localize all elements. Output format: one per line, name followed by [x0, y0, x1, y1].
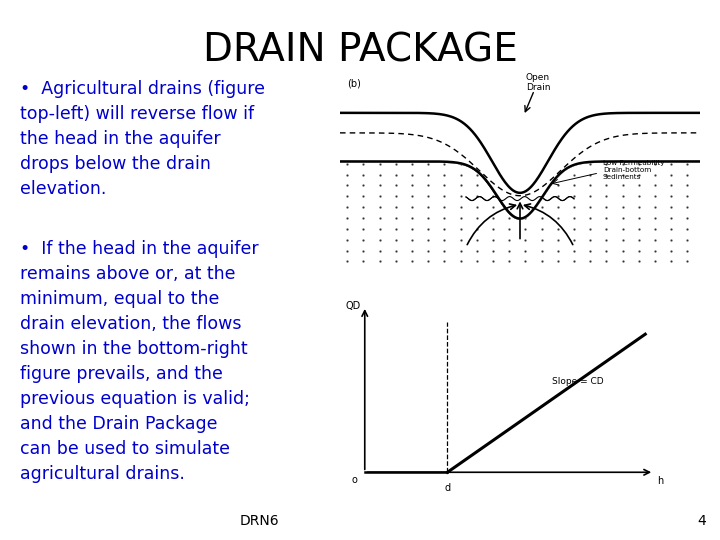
Text: o: o — [351, 475, 357, 485]
Text: d: d — [444, 483, 451, 494]
Text: •  If the head in the aquifer
remains above or, at the
minimum, equal to the
dra: • If the head in the aquifer remains abo… — [20, 240, 258, 483]
Text: QD: QD — [346, 301, 361, 311]
Text: Open
Drain: Open Drain — [526, 73, 550, 92]
Text: DRN6: DRN6 — [240, 514, 279, 528]
Text: •  Agricultural drains (figure
top-left) will reverse flow if
the head in the aq: • Agricultural drains (figure top-left) … — [20, 80, 265, 198]
Text: Slope = CD: Slope = CD — [552, 376, 603, 386]
Text: Low Permeability
Drain-bottom
Sediments: Low Permeability Drain-bottom Sediments — [603, 160, 665, 180]
Text: 4: 4 — [697, 514, 706, 528]
Text: (b): (b) — [347, 79, 361, 89]
Text: h: h — [657, 476, 663, 486]
Text: DRAIN PACKAGE: DRAIN PACKAGE — [202, 32, 518, 70]
